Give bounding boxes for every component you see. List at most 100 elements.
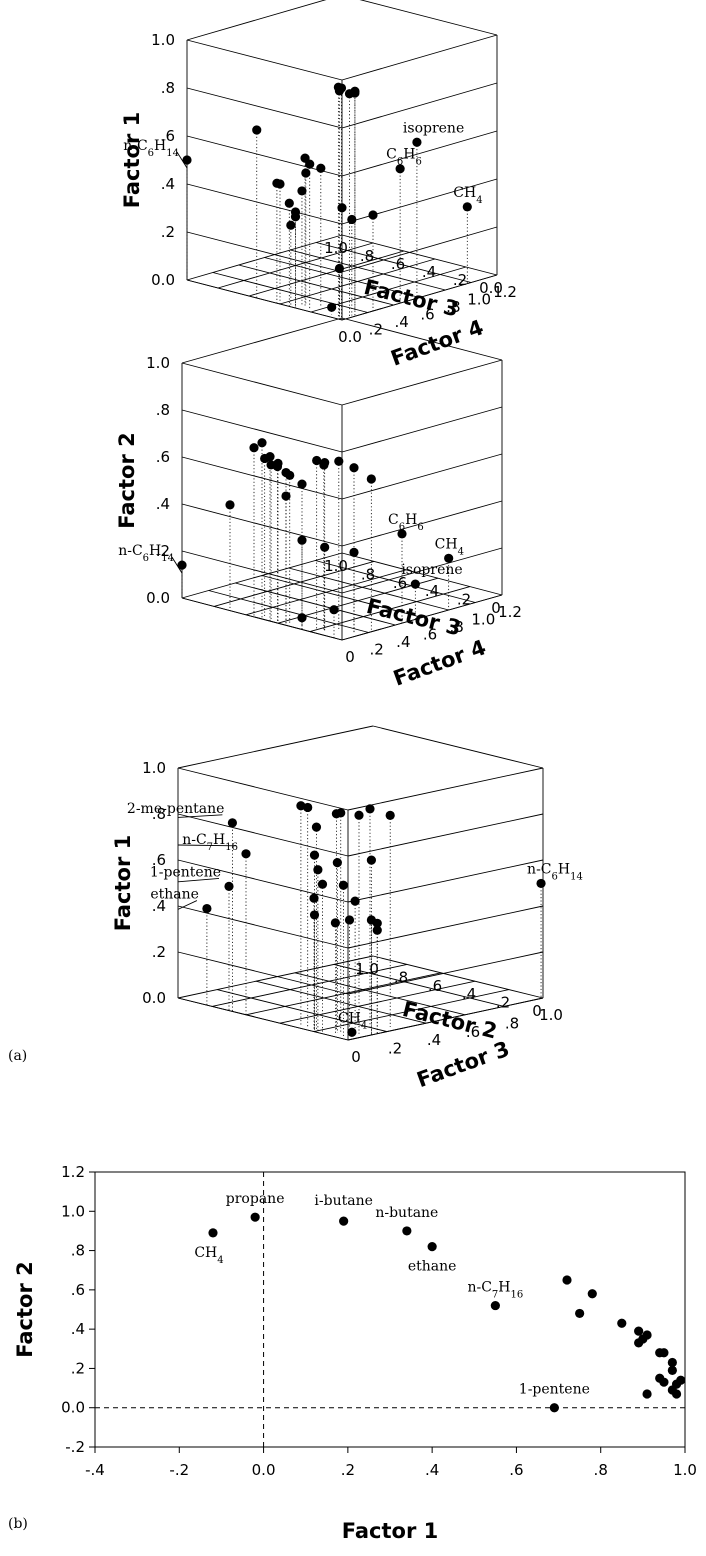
floor-gridline — [245, 972, 442, 1016]
point-label: n-C7H16 — [467, 1280, 523, 1301]
label-leader — [171, 556, 183, 574]
data-point — [397, 529, 407, 539]
label-leader — [177, 814, 223, 818]
gridline-right-wall — [347, 951, 544, 995]
point-label: CH4 — [194, 1245, 223, 1266]
data-point — [260, 453, 270, 464]
y-tick-label: 1.0 — [467, 291, 491, 309]
scatter3d-factor2-factor3-factor4: 1.0.8.6.4.20.01.0.8.6.4.2 00.2.4.6.8 1.0 1.… — [115, 317, 522, 691]
floor-gridline — [216, 989, 388, 1033]
y-tick-label: .6 — [420, 306, 434, 324]
data-point — [281, 491, 291, 501]
data-point — [297, 186, 307, 196]
gridline-left-wall — [177, 767, 349, 811]
data-point — [337, 203, 347, 213]
data-point — [372, 918, 382, 928]
data-point — [334, 86, 345, 96]
data-point — [330, 918, 340, 928]
floor-gridline — [313, 989, 510, 1033]
gridline-right-wall — [341, 34, 498, 81]
z-tick-label: .6 — [161, 127, 175, 145]
point-label: CH4 — [453, 185, 482, 206]
x-tick-label: 0.0 — [479, 279, 503, 297]
y-tick-label: .2 — [369, 321, 383, 339]
gridline-right-wall — [347, 859, 544, 903]
data-point — [350, 896, 360, 906]
y-tick-label: .8 — [450, 618, 464, 636]
point-label: n-C6H14 — [123, 138, 179, 159]
point-label: n-butane — [375, 1205, 438, 1221]
data-point — [350, 86, 360, 96]
data-point — [202, 903, 212, 914]
data-point — [349, 547, 359, 557]
x-axis-title: Factor 1 — [342, 1519, 438, 1543]
data-point — [316, 163, 326, 173]
z-tick-label: .8 — [161, 79, 175, 97]
z-tick-label: .4 — [152, 897, 166, 915]
data-point — [347, 214, 357, 225]
x-tick-label: -.4 — [85, 1461, 105, 1479]
x-tick-label: .8 — [394, 968, 408, 986]
z-tick-label: .8 — [156, 401, 170, 419]
data-point — [297, 535, 307, 545]
x-tick-label: 1.0 — [324, 557, 348, 575]
data-point — [275, 179, 285, 189]
x-tick-label: .4 — [462, 985, 476, 1003]
data-point — [365, 804, 375, 814]
gridline-left-wall — [186, 231, 343, 273]
gridline-right-wall — [341, 82, 498, 129]
y-tick-label: 1.0 — [471, 611, 495, 629]
data-point — [344, 915, 355, 925]
data-point — [462, 202, 472, 212]
data-point — [334, 263, 345, 274]
y-tick-label: .6 — [466, 1023, 480, 1041]
gridline-right-wall — [347, 767, 544, 811]
data-point — [317, 879, 328, 889]
y-tick-label: 1.0 — [61, 1202, 85, 1220]
data-point — [224, 881, 234, 892]
data-point — [309, 893, 319, 903]
gridline-left-wall — [177, 859, 349, 903]
grid-3d — [181, 317, 503, 641]
z-tick-label: .4 — [161, 175, 175, 193]
gridline-right-wall — [341, 500, 503, 547]
data-point — [385, 810, 395, 820]
label-leader — [177, 900, 198, 910]
data-point — [667, 1365, 677, 1375]
y-tick-label: .4 — [71, 1320, 85, 1338]
floor-gridline — [341, 552, 503, 596]
point-label: isoprene — [401, 562, 462, 578]
data-point — [332, 858, 342, 868]
point-label: n-C6H14 — [118, 543, 174, 564]
y-tick-label: 1.2 — [493, 283, 517, 301]
data-point — [402, 1226, 412, 1236]
data-point — [182, 155, 192, 165]
label-leader — [176, 151, 188, 169]
x-tick-label: .6 — [509, 1461, 523, 1479]
x-tick-label: .2 — [453, 271, 467, 289]
edge-top-front-right — [341, 317, 503, 361]
y-tick-label: .4 — [396, 633, 410, 651]
data-point — [536, 878, 546, 889]
point-label: 2-me-pentane — [127, 801, 224, 817]
data-point — [290, 212, 301, 222]
data-point — [257, 438, 267, 448]
gridline-left-wall — [181, 409, 343, 453]
data-point — [266, 460, 276, 470]
gridline-left-wall — [186, 39, 343, 81]
data-point — [338, 880, 348, 890]
data-point — [366, 855, 376, 865]
edge-top-front-left — [186, 0, 327, 41]
point-label: CH4 — [338, 1010, 367, 1031]
point-label: C6H6 — [386, 147, 422, 168]
z-tick-label: 0.0 — [142, 989, 166, 1007]
floor-gridline — [294, 972, 466, 1016]
data-point — [331, 809, 341, 819]
data-point — [252, 125, 262, 135]
data-point — [490, 1300, 500, 1311]
x-tick-label: 0.0 — [252, 1461, 276, 1479]
panel-label-b: (b) — [8, 1516, 28, 1532]
point-label: C6H6 — [388, 512, 424, 533]
x-tick-label: .8 — [594, 1461, 608, 1479]
data-point — [301, 168, 311, 178]
